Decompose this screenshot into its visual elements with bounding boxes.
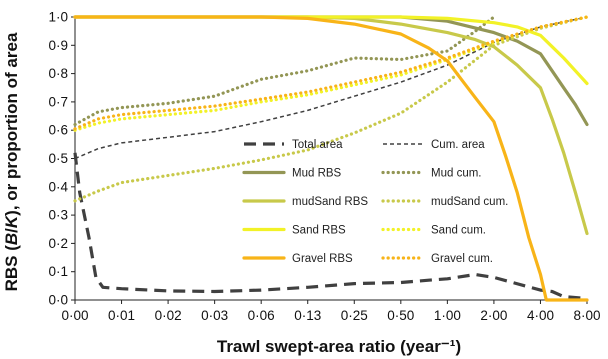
legend: Total area Cum. area Mud RBS Mud cum. mudSan…	[242, 139, 508, 265]
x-tick-label: 0·00	[61, 308, 88, 323]
y-tick-label: 0·1	[48, 264, 68, 279]
x-tick-label: 0·02	[155, 308, 182, 323]
legend-label: Sand cum.	[431, 225, 486, 237]
series-line-mud-rbs	[73, 15, 589, 127]
y-tick-label: 0·5	[48, 151, 68, 166]
x-tick-label: 0·25	[341, 308, 368, 323]
y-tick-label: 0·8	[48, 66, 68, 81]
series-line-total-area	[73, 152, 588, 301]
series-line-gravel-rbs	[73, 15, 589, 302]
legend-label: Sand RBS	[292, 225, 346, 237]
y-tick-label: 0·7	[48, 94, 68, 109]
series-lines	[73, 15, 589, 302]
y-tick-label: 0·4	[48, 179, 68, 194]
x-tick-label: 4·00	[527, 308, 554, 323]
x-tick-label: 0·06	[248, 308, 275, 323]
x-axis-title: Trawl swept-area ratio (year⁻¹)	[217, 337, 461, 356]
x-tick-label: 8·00	[573, 308, 600, 323]
y-tick-label: 0·3	[48, 208, 68, 223]
x-tick-label: 0·13	[294, 308, 321, 323]
series-line-sand-rbs	[73, 15, 589, 86]
series-line-sand-cum-	[73, 15, 589, 132]
legend-label: Gravel cum.	[431, 253, 493, 265]
series-line-mud-cum-	[73, 15, 496, 127]
y-tick-label: 0·6	[48, 123, 68, 138]
x-tick-label: 0·03	[201, 308, 228, 323]
axes: 0·0 0·1 0·2 0·3 0·4 0·5 0·6 0·7 0·8 0·9 1·0 0·00 0·0…	[48, 10, 600, 324]
y-tick-label: 0·2	[48, 236, 68, 251]
x-tick-label: 0·01	[108, 308, 135, 323]
x-tick-label: 1·00	[434, 308, 461, 323]
legend-label: Total area	[292, 139, 343, 151]
legend-label: mudSand cum.	[431, 196, 508, 208]
y-tick-label: 1·0	[48, 10, 68, 25]
y-tick-label: 0·0	[48, 293, 68, 308]
x-tick-label: 2·00	[480, 308, 507, 323]
legend-label: Gravel RBS	[292, 253, 353, 265]
legend-label: Mud RBS	[292, 168, 342, 180]
series-line-gravel-cum-	[73, 15, 589, 131]
legend-label: Cum. area	[431, 139, 485, 151]
y-tick-label: 0·9	[48, 38, 68, 53]
series-line-mudsand-cum-	[73, 15, 589, 203]
legend-label: mudSand RBS	[292, 196, 368, 208]
y-axis-title: RBS (B/K), or proportion of area	[2, 32, 21, 291]
legend-label: Mud cum.	[431, 168, 482, 180]
x-tick-label: 0·50	[387, 308, 414, 323]
